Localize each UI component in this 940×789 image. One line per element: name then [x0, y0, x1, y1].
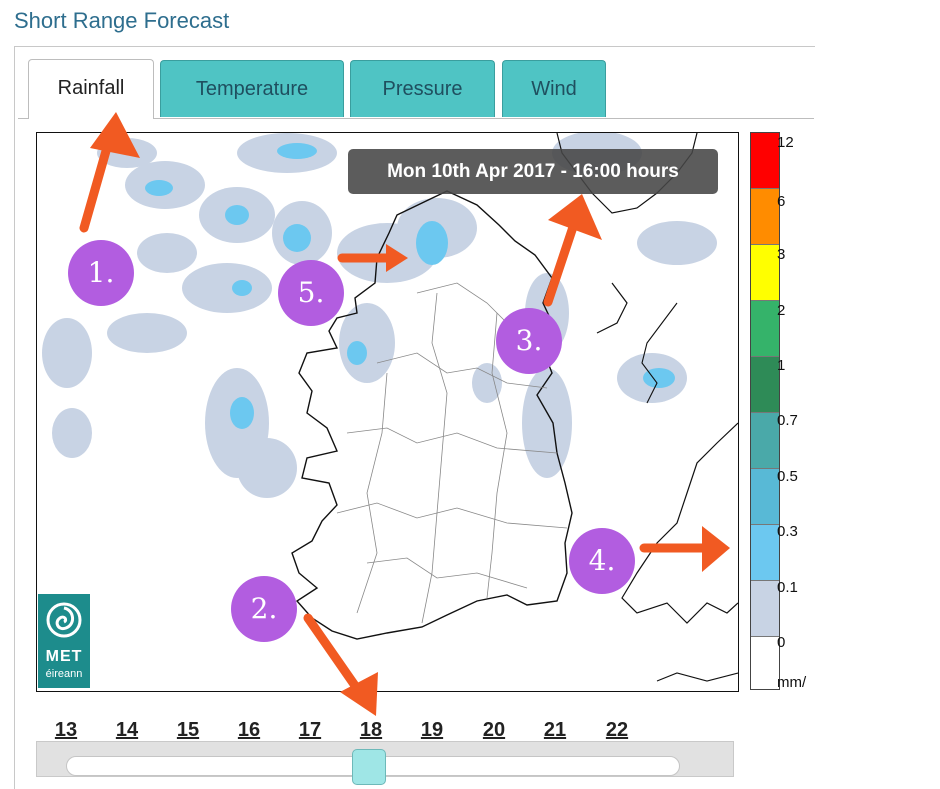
legend-label-3: 3 [777, 246, 786, 263]
legend-unit-label: mm/ [777, 674, 807, 691]
legend-swatch-6 [751, 189, 779, 245]
tab-rainfall[interactable]: Rainfall [28, 59, 154, 119]
annotation-badge-3: 3. [496, 308, 562, 374]
legend-label-12: 12 [777, 134, 794, 151]
tab-pressure[interactable]: Pressure [350, 60, 495, 117]
map-graphic [42, 133, 738, 682]
legend-label-2: 2 [777, 302, 786, 319]
time-slider-handle[interactable] [352, 749, 386, 785]
legend-swatch-0-1 [751, 581, 779, 637]
time-tick-14[interactable]: 14 [115, 719, 139, 741]
legend-swatch-0 [751, 637, 779, 689]
annotation-badge-4: 4. [569, 528, 635, 594]
tab-temperature[interactable]: Temperature [160, 60, 344, 117]
legend-swatch-1 [751, 357, 779, 413]
time-tick-16[interactable]: 16 [237, 719, 261, 741]
annotation-badge-2: 2. [231, 576, 297, 642]
forecast-timestamp: Mon 10th Apr 2017 - 16:00 hours [348, 149, 718, 194]
county-boundaries [336, 282, 568, 624]
logo-text-eireann: éireann [45, 668, 83, 680]
time-tick-15[interactable]: 15 [176, 719, 200, 741]
page-title: Short Range Forecast [14, 8, 230, 33]
tab-bar [18, 52, 814, 119]
rain-medium-areas [145, 143, 675, 429]
rainfall-map[interactable] [36, 132, 739, 692]
legend-label-6: 6 [777, 193, 786, 210]
met-swirl-icon [46, 602, 82, 638]
legend-label-1: 1 [777, 357, 786, 374]
forecast-panel [14, 46, 815, 789]
time-tick-21[interactable]: 21 [543, 719, 567, 741]
met-eireann-logo: MET éireann [38, 594, 90, 688]
legend-swatch-12 [751, 133, 779, 189]
legend-swatch-2 [751, 301, 779, 357]
annotation-badge-1: 1. [68, 240, 134, 306]
legend-label-0-3: 0.3 [777, 523, 798, 540]
time-tick-18[interactable]: 18 [359, 719, 383, 741]
legend-swatch-0-7 [751, 413, 779, 469]
legend-swatch-3 [751, 245, 779, 301]
legend-label-0-1: 0.1 [777, 579, 798, 596]
rainfall-legend [750, 132, 780, 690]
time-tick-17[interactable]: 17 [298, 719, 322, 741]
annotation-badge-5: 5. [278, 260, 344, 326]
logo-text-met: MET [45, 648, 83, 665]
legend-label-0-5: 0.5 [777, 468, 798, 485]
time-tick-19[interactable]: 19 [420, 719, 444, 741]
time-tick-22[interactable]: 22 [605, 719, 629, 741]
legend-swatch-0-3 [751, 525, 779, 581]
time-tick-20[interactable]: 20 [482, 719, 506, 741]
britain-outline [621, 422, 738, 624]
legend-label-0-7: 0.7 [777, 412, 798, 429]
time-tick-13[interactable]: 13 [54, 719, 78, 741]
tab-wind[interactable]: Wind [502, 60, 606, 117]
legend-label-0: 0 [777, 634, 786, 651]
legend-swatch-0-5 [751, 469, 779, 525]
